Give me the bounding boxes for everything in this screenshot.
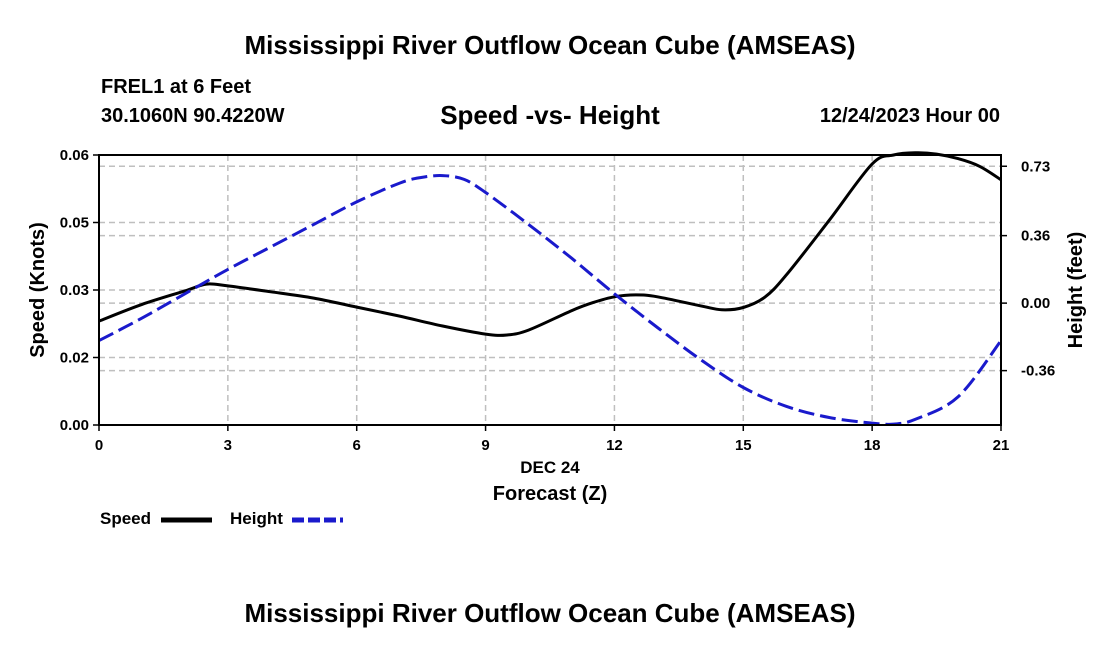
page-title: Mississippi River Outflow Ocean Cube (AM… <box>244 30 856 60</box>
footer-title: Mississippi River Outflow Ocean Cube (AM… <box>244 598 856 628</box>
y-tick-label: 0.02 <box>60 350 89 367</box>
y2-tick-label: 0.36 <box>1021 228 1050 245</box>
y-tick-label: 0.06 <box>60 147 89 164</box>
legend-height-label: Height <box>230 509 283 528</box>
x-tick-label: 21 <box>993 437 1010 454</box>
y2-tick-label: -0.36 <box>1021 363 1055 380</box>
y-axis-label: Speed (Knots) <box>27 222 49 358</box>
legend-speed-label: Speed <box>100 509 152 528</box>
series-line-height <box>98 174 1003 426</box>
station-label: FREL1 at 6 Feet <box>101 76 252 98</box>
y-tick-label: 0.05 <box>60 215 89 232</box>
x-tick-label: 18 <box>864 437 881 454</box>
x-tick-label: 0 <box>95 437 103 454</box>
y-tick-label: 0.03 <box>60 282 89 299</box>
coordinates-label: 30.1060N 90.4220W <box>101 105 285 127</box>
x-tick-label: 9 <box>481 437 489 454</box>
axis-layer: 0 3 6 9 12 15 18 21 0.00 0.02 0.03 0.05 0.06 -0.36 0.0… <box>60 147 1055 454</box>
chart-title: Speed -vs- Height <box>440 100 660 130</box>
grid-layer <box>99 155 1001 425</box>
series-line-speed <box>98 151 1002 337</box>
forecast-timestamp: 12/24/2023 Hour 00 <box>819 105 1000 127</box>
y2-tick-label: 0.73 <box>1021 158 1050 175</box>
x-tick-label: 3 <box>224 437 232 454</box>
x-axis-label: Forecast (Z) <box>493 483 607 505</box>
x-tick-label: 12 <box>606 437 623 454</box>
x-date-label: DEC 24 <box>520 458 580 477</box>
y2-axis-label: Height (feet) <box>1065 232 1087 349</box>
series-layer <box>98 151 1003 426</box>
y2-tick-label: 0.00 <box>1021 295 1050 312</box>
x-tick-label: 6 <box>353 437 361 454</box>
y-tick-label: 0.00 <box>60 417 89 434</box>
x-tick-label: 15 <box>735 437 752 454</box>
